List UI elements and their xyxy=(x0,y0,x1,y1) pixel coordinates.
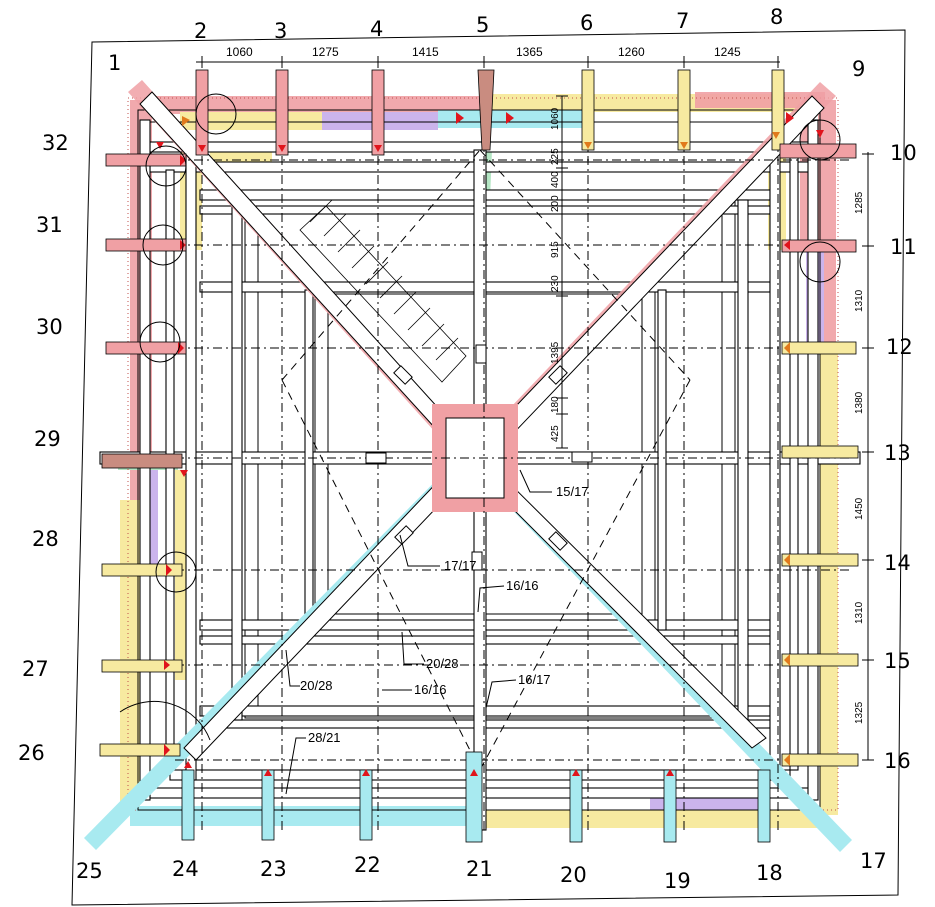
axis-bottom-23: 23 xyxy=(260,857,287,881)
dimensions-center: 1060 225 400 200 915 230 1395 180 425 xyxy=(550,107,561,442)
axis-top-7: 7 xyxy=(676,9,689,33)
dim-right-1: 1285 xyxy=(854,191,865,214)
axis-left-30: 30 xyxy=(36,315,63,339)
axis-numbers-top: 1 2 3 4 5 6 7 8 9 xyxy=(108,5,865,81)
dim-top-1: 1060 xyxy=(226,45,253,59)
axis-left-28: 28 xyxy=(32,527,59,551)
axis-left-31: 31 xyxy=(36,213,63,237)
dim-right-2: 1310 xyxy=(854,289,865,312)
dim-center-8: 180 xyxy=(550,396,561,413)
leader-lines xyxy=(285,469,552,795)
axis-bottom-20: 20 xyxy=(560,863,587,887)
axis-bottom-22: 22 xyxy=(354,853,381,877)
rafter-tails-bottom xyxy=(181,751,771,843)
stair-hatch xyxy=(299,199,467,383)
axis-left-29: 29 xyxy=(34,427,61,451)
label-purlin: 20/28 xyxy=(426,656,459,671)
axis-bottom-24: 24 xyxy=(172,857,199,881)
dim-center-4: 200 xyxy=(550,195,561,212)
axis-top-3: 3 xyxy=(274,19,287,43)
rafter-tails-right xyxy=(779,143,859,767)
dim-center-9: 425 xyxy=(550,425,561,442)
axis-top-9: 9 xyxy=(852,57,865,81)
dashed-lines xyxy=(281,149,691,771)
dimension-line-top xyxy=(196,56,780,68)
axis-left-27: 27 xyxy=(22,657,49,681)
dim-right-4: 1450 xyxy=(854,497,865,520)
dim-right-3: 1380 xyxy=(854,391,865,414)
label-dashed-beam: 16/16 xyxy=(414,682,447,697)
axis-right-11: 11 xyxy=(890,235,917,259)
dim-center-6: 230 xyxy=(550,275,561,292)
label-diag-beam: 17/17 xyxy=(444,558,477,573)
axis-top-5: 5 xyxy=(476,13,489,37)
vertical-beams xyxy=(139,119,819,831)
axis-right-12: 12 xyxy=(886,335,913,359)
detail-circles xyxy=(119,93,841,741)
axis-top-1: 1 xyxy=(108,51,121,75)
dimensions-right: 1285 1310 1380 1450 1310 1325 xyxy=(854,191,865,724)
label-bottom-plate: 28/21 xyxy=(308,730,341,745)
axis-bottom-21: 21 xyxy=(466,857,493,881)
axis-numbers-right: 10 11 12 13 14 15 16 xyxy=(884,141,917,773)
member-labels: 15/17 17/17 16/16 20/28 20/28 16/16 16/1… xyxy=(300,484,589,745)
posts xyxy=(365,344,593,571)
axis-right-10: 10 xyxy=(890,141,917,165)
axis-bottom-19: 19 xyxy=(664,869,691,893)
sheet-border xyxy=(71,29,906,906)
dim-center-1: 1060 xyxy=(550,107,561,130)
axis-bottom-25: 25 xyxy=(76,859,103,883)
label-central-beam: 16/16 xyxy=(506,578,539,593)
axis-right-15: 15 xyxy=(884,649,911,673)
axis-left-32: 32 xyxy=(42,131,69,155)
axis-numbers-left: 26 27 28 29 30 31 32 xyxy=(18,131,69,765)
dim-right-5: 1310 xyxy=(854,601,865,624)
axis-top-6: 6 xyxy=(580,11,593,35)
axis-right-13: 13 xyxy=(884,441,911,465)
joint-markers xyxy=(156,112,824,776)
axis-left-26: 26 xyxy=(18,741,45,765)
dim-top-4: 1365 xyxy=(516,45,543,59)
label-rafter: 20/28 xyxy=(300,678,333,693)
rafter-tails-left xyxy=(99,153,187,757)
dim-center-5: 915 xyxy=(550,241,561,258)
dim-center-3: 400 xyxy=(550,171,561,188)
dimension-line-center xyxy=(556,95,568,449)
rafter-tails-top xyxy=(195,69,785,156)
label-center-post: 15/17 xyxy=(556,484,589,499)
dimensions-top: 1060 1275 1415 1365 1260 1245 xyxy=(226,45,741,59)
axis-bottom-17: 17 xyxy=(860,849,887,873)
dim-center-2: 225 xyxy=(550,148,561,165)
axis-bottom-18: 18 xyxy=(756,861,783,885)
dim-center-7: 1395 xyxy=(550,341,561,364)
dim-top-6: 1245 xyxy=(714,45,741,59)
dim-top-2: 1275 xyxy=(312,45,339,59)
dim-right-6: 1325 xyxy=(854,701,865,724)
axis-top-2: 2 xyxy=(194,19,207,43)
dim-top-3: 1415 xyxy=(412,45,439,59)
axis-top-8: 8 xyxy=(770,5,783,29)
dimension-line-right xyxy=(862,152,874,761)
axis-numbers-bottom: 17 18 19 20 21 22 23 24 25 xyxy=(76,849,887,893)
axis-right-14: 14 xyxy=(884,551,911,575)
label-ridge-post: 16/17 xyxy=(518,672,551,687)
dim-top-5: 1260 xyxy=(618,45,645,59)
axis-right-16: 16 xyxy=(884,749,911,773)
axis-top-4: 4 xyxy=(370,17,383,41)
